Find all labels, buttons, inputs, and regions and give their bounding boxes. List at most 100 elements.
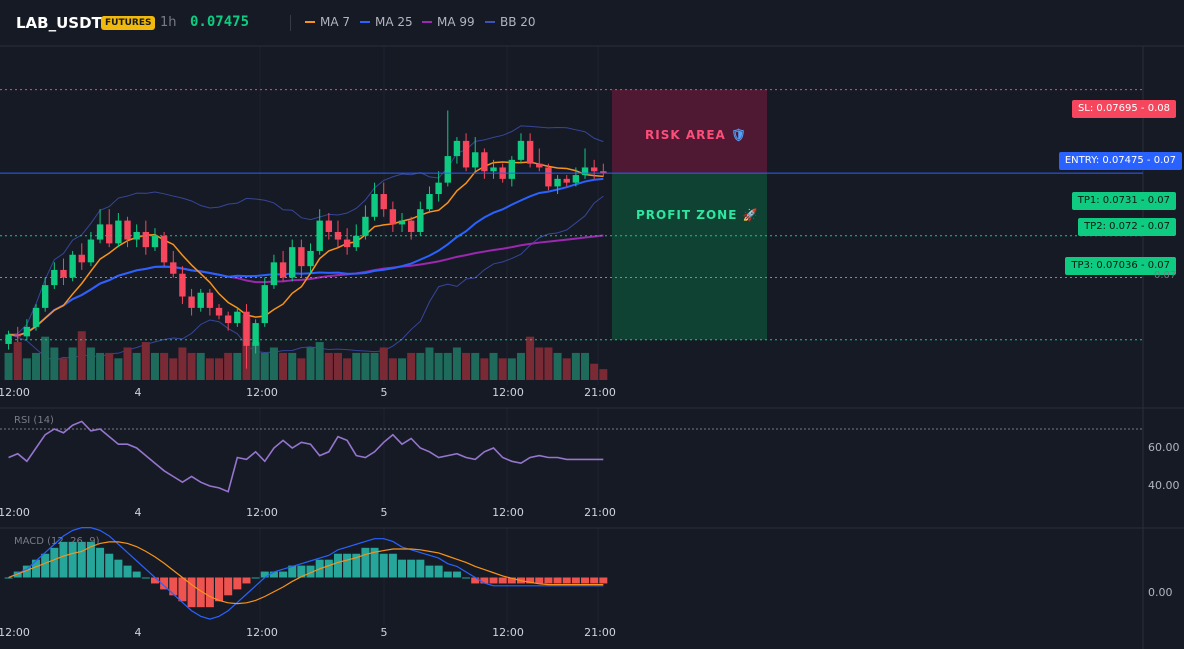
candle-body [481,152,488,172]
candle-body [115,220,122,244]
volume-bar [370,352,379,380]
candle-body [435,182,442,195]
tp2-price-tag[interactable]: TP2: 0.072 - 0.07 [1078,218,1176,236]
volume-bar [306,347,315,380]
volume-bar [86,347,95,380]
legend-label: MA 7 [320,15,351,29]
x-tick-label: 21:00 [584,626,616,639]
candle-body [188,296,195,308]
macd-histogram-bar [141,577,150,579]
candle-body [224,315,232,324]
x-tick-label: 4 [135,626,142,639]
macd-histogram-bar [425,565,434,578]
rocket-icon: 🚀 [742,208,759,222]
volume-bar [196,352,205,380]
candle-body [426,194,433,210]
candle-body [41,285,49,308]
macd-line [8,527,604,620]
macd-histogram-bar [480,577,489,584]
macd-histogram-bar [562,577,571,584]
rsi-pane-label: RSI (14) [14,415,54,426]
legend-bb20[interactable]: BB 20 [485,15,536,29]
candle-body [60,269,67,278]
macd-pane-label: MACD (12, 26, 9) [14,536,100,547]
macd-histogram-bar [544,577,553,584]
candle-body [142,231,150,248]
volume-bar [68,347,77,380]
candle-body [490,167,497,172]
macd-histogram-bar [297,565,306,578]
macd-histogram-bar [407,559,416,578]
sl-price-tag[interactable]: SL: 0.07695 - 0.08 [1071,100,1176,118]
macd-histogram-bar [215,577,224,602]
volume-bar [388,358,397,380]
legend-swatch [422,21,432,23]
volume-bar [498,358,507,380]
volume-bar [315,342,324,380]
volume-bar [123,347,132,380]
macd-histogram-bar [434,565,443,578]
x-tick-label: 12:00 [246,506,278,519]
volume-bar [59,358,68,380]
macd-histogram-bar [105,553,114,578]
legend-ma7[interactable]: MA 7 [305,15,350,29]
macd-histogram-bar [452,571,461,578]
volume-bar [471,352,480,380]
macd-histogram-bar [132,571,141,578]
candle-body [289,247,296,278]
macd-histogram-bar [462,577,471,579]
volume-bar [160,352,169,380]
macd-signal-line [8,541,604,605]
candle-body [160,235,168,263]
macd-histogram-bar [489,577,498,584]
macd-histogram-bar [599,577,608,584]
timeframe-label[interactable]: 1h [160,15,177,30]
volume-bar [343,358,352,380]
macd-histogram-bar [571,577,580,584]
candle-body [472,152,479,168]
bb-upper-line [8,125,604,335]
volume-bar [407,352,416,380]
macd-histogram-bar [260,571,269,578]
volume-bar [443,352,452,380]
macd-histogram-bar [242,577,251,584]
candle-body [389,209,397,225]
candle-body [243,311,250,346]
macd-histogram-bar [123,565,132,578]
candle-body [325,220,333,232]
macd-histogram-bar [279,571,288,578]
volume-bar [562,358,571,380]
candle-body [279,262,287,278]
symbol-title[interactable]: LAB_USDT [16,14,102,32]
macd-histogram-bar [324,559,333,578]
x-tick-label: 12:00 [246,386,278,399]
volume-bar [571,352,580,380]
volume-bar [526,336,535,380]
legend-swatch [360,21,370,23]
candle-body [215,307,223,316]
volume-bar [590,363,599,380]
candle-body [536,163,543,168]
volume-bar [535,347,544,380]
legend-ma99[interactable]: MA 99 [422,15,475,29]
x-tick-label: 4 [135,386,142,399]
x-tick-label: 12:00 [246,626,278,639]
macd-histogram-bar [361,547,370,578]
volume-bar [425,347,434,380]
last-price: 0.07475 [190,14,250,30]
candle-body [261,285,268,324]
volume-bar [169,358,178,380]
candle-body [170,262,177,274]
candle-body [270,262,278,286]
macd-histogram-bar [68,541,77,578]
legend-label: MA 99 [437,15,475,29]
tp1-price-tag[interactable]: TP1: 0.0731 - 0.07 [1071,192,1176,210]
macd-histogram-bar [41,553,50,578]
legend-ma25[interactable]: MA 25 [360,15,413,29]
futures-badge: FUTURES [101,16,156,30]
entry-price-tag[interactable]: ENTRY: 0.07475 - 0.07 [1058,152,1182,170]
tp3-price-tag[interactable]: TP3: 0.07036 - 0.07 [1065,257,1176,275]
header-divider [290,15,291,31]
macd-histogram-bar [352,553,361,578]
